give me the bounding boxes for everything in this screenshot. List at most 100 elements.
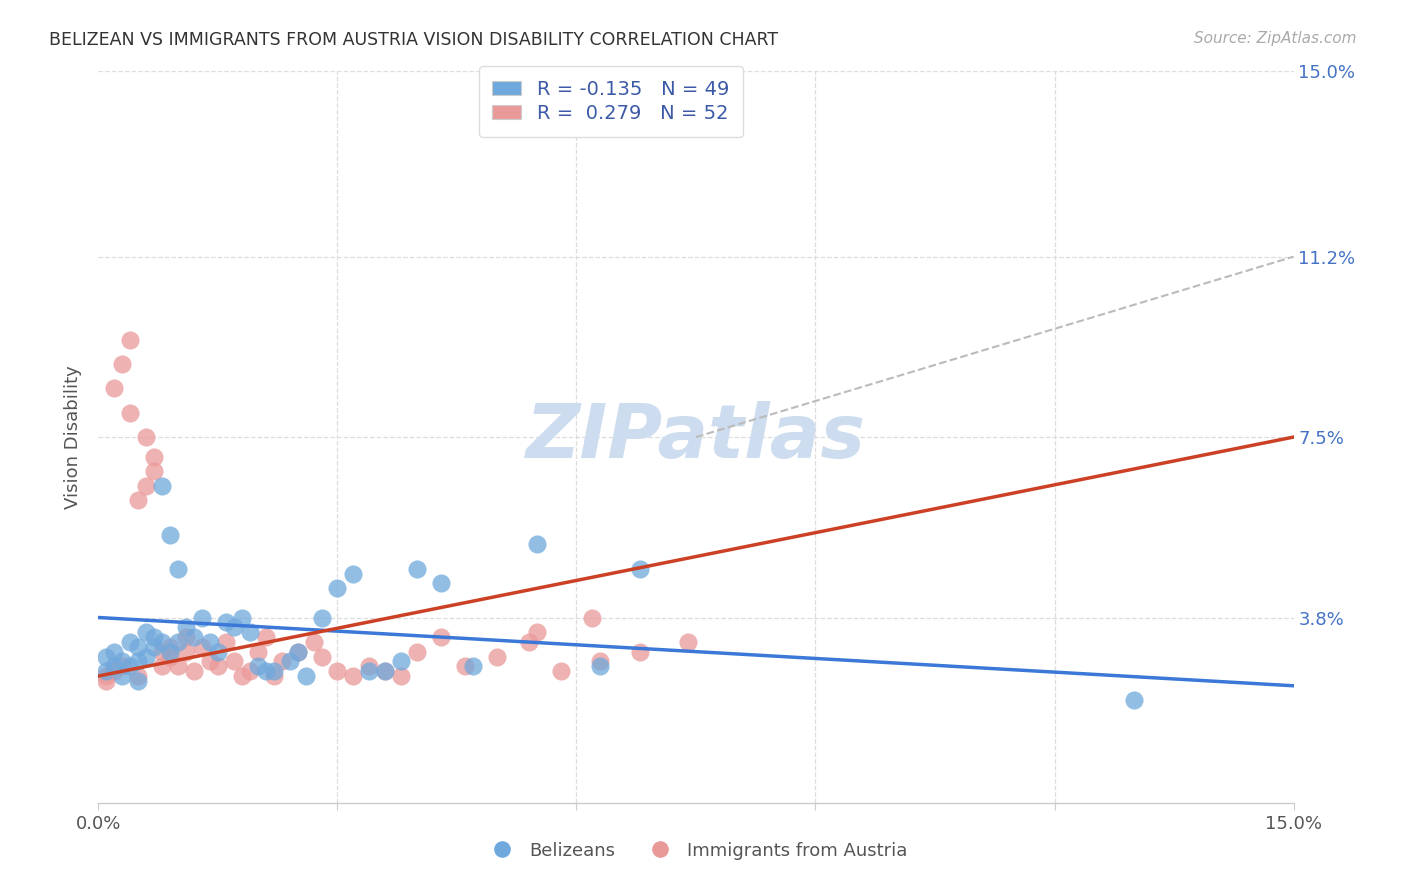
Point <box>174 620 197 634</box>
Point <box>159 527 181 541</box>
Point <box>389 654 412 668</box>
Point <box>159 649 181 664</box>
Point <box>676 635 699 649</box>
Point <box>526 537 548 551</box>
Point <box>628 645 651 659</box>
Point <box>342 566 364 581</box>
Point <box>174 630 197 644</box>
Point <box>278 654 301 668</box>
Point <box>311 610 333 624</box>
Point <box>143 630 166 644</box>
Point <box>127 654 149 668</box>
Point <box>263 669 285 683</box>
Point <box>207 659 229 673</box>
Point <box>517 635 540 649</box>
Point <box>628 562 651 576</box>
Point <box>191 610 214 624</box>
Point <box>103 659 125 673</box>
Point <box>215 635 238 649</box>
Point <box>254 664 277 678</box>
Point <box>215 615 238 630</box>
Point <box>207 645 229 659</box>
Point <box>231 610 253 624</box>
Point <box>111 654 134 668</box>
Point <box>159 640 181 654</box>
Point <box>342 669 364 683</box>
Point <box>311 649 333 664</box>
Point <box>302 635 325 649</box>
Point <box>263 664 285 678</box>
Point <box>287 645 309 659</box>
Point <box>159 645 181 659</box>
Point <box>167 635 190 649</box>
Text: ZIPatlas: ZIPatlas <box>526 401 866 474</box>
Point <box>135 479 157 493</box>
Point <box>359 664 381 678</box>
Point <box>150 479 173 493</box>
Point <box>581 610 603 624</box>
Point <box>150 645 173 659</box>
Point <box>120 635 142 649</box>
Point <box>270 654 292 668</box>
Point <box>287 645 309 659</box>
Point <box>135 649 157 664</box>
Point <box>430 630 453 644</box>
Point <box>374 664 396 678</box>
Point <box>198 635 221 649</box>
Point <box>150 659 173 673</box>
Point <box>120 406 142 420</box>
Text: BELIZEAN VS IMMIGRANTS FROM AUSTRIA VISION DISABILITY CORRELATION CHART: BELIZEAN VS IMMIGRANTS FROM AUSTRIA VISI… <box>49 31 779 49</box>
Point <box>111 357 134 371</box>
Point <box>167 659 190 673</box>
Point <box>526 625 548 640</box>
Point <box>120 659 142 673</box>
Point <box>254 630 277 644</box>
Point <box>143 450 166 464</box>
Point <box>454 659 477 673</box>
Point <box>96 664 118 678</box>
Point <box>143 640 166 654</box>
Point <box>239 625 262 640</box>
Point <box>183 630 205 644</box>
Point <box>96 673 118 688</box>
Point <box>127 640 149 654</box>
Point <box>374 664 396 678</box>
Point <box>231 669 253 683</box>
Point <box>485 649 508 664</box>
Point <box>550 664 572 678</box>
Point <box>96 669 118 683</box>
Point <box>150 635 173 649</box>
Point <box>174 645 197 659</box>
Point <box>103 664 125 678</box>
Point <box>111 659 134 673</box>
Point <box>406 645 429 659</box>
Point <box>127 673 149 688</box>
Point <box>389 669 412 683</box>
Point <box>461 659 484 673</box>
Point <box>120 333 142 347</box>
Point <box>127 493 149 508</box>
Point <box>1123 693 1146 707</box>
Point <box>103 645 125 659</box>
Point <box>359 659 381 673</box>
Y-axis label: Vision Disability: Vision Disability <box>63 365 82 509</box>
Legend: Belizeans, Immigrants from Austria: Belizeans, Immigrants from Austria <box>477 835 915 867</box>
Point <box>589 654 612 668</box>
Point <box>326 581 349 595</box>
Point <box>430 576 453 591</box>
Point <box>222 654 245 668</box>
Text: Source: ZipAtlas.com: Source: ZipAtlas.com <box>1194 31 1357 46</box>
Point <box>222 620 245 634</box>
Point <box>198 654 221 668</box>
Point <box>294 669 316 683</box>
Point <box>167 562 190 576</box>
Point <box>246 645 269 659</box>
Point <box>589 659 612 673</box>
Point <box>183 664 205 678</box>
Point <box>406 562 429 576</box>
Point <box>326 664 349 678</box>
Point <box>135 625 157 640</box>
Point <box>111 669 134 683</box>
Point <box>143 464 166 478</box>
Point <box>96 649 118 664</box>
